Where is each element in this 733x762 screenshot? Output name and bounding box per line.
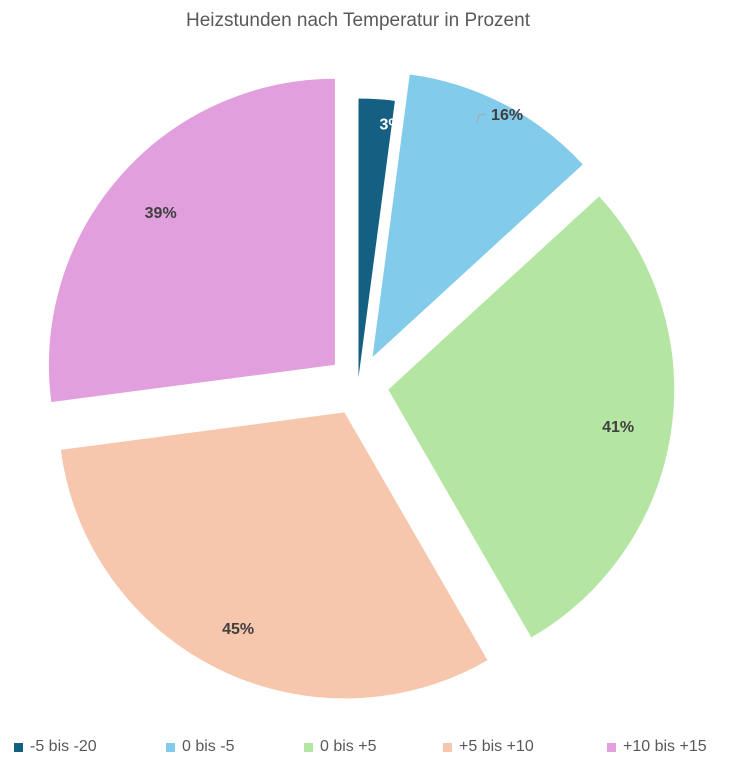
legend-item-5: +10 bis +15: [607, 736, 707, 758]
legend-item-3: 0 bis +5: [304, 736, 376, 758]
legend-swatch: [14, 742, 23, 752]
legend-swatch: [607, 742, 616, 752]
legend-swatch: [304, 742, 313, 752]
data-label-3: 41%: [602, 419, 634, 436]
legend-item-2: 0 bis -5: [166, 736, 234, 758]
pie-slice-4: [59, 411, 489, 700]
legend-swatch: [166, 742, 175, 752]
pie-slices: [47, 73, 676, 700]
pie-data-labels: 3% 16% 41% 45% 39%: [145, 107, 634, 638]
data-label-2: 16%: [491, 107, 523, 124]
pie-slice-1: [357, 97, 397, 386]
legend-item-4: +5 bis +10: [443, 736, 534, 758]
leader-line: [476, 113, 486, 124]
legend-label: +10 bis +15: [623, 738, 707, 755]
legend-label: 0 bis +5: [320, 738, 377, 755]
chart-legend: -5 bis -20 0 bis -5 0 bis +5 +5 bis +10 +10 …: [0, 736, 733, 758]
chart-title: Heizstunden nach Temperatur in Prozent: [186, 10, 531, 31]
pie-slice-2: [371, 73, 585, 360]
legend-label: 0 bis -5: [182, 738, 235, 755]
data-label-5: 39%: [145, 205, 177, 222]
pie-slice-5: [47, 77, 336, 404]
data-label-4: 45%: [222, 621, 254, 638]
pie-slice-3: [387, 194, 676, 639]
legend-swatch: [443, 742, 452, 752]
legend-label: -5 bis -20: [30, 738, 97, 755]
legend-item-1: -5 bis -20: [14, 736, 97, 758]
data-label-1: 3%: [380, 116, 403, 133]
legend-label: +5 bis +10: [459, 738, 534, 755]
